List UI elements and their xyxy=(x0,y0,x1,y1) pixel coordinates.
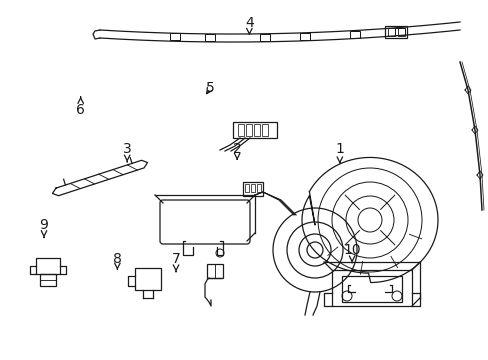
Text: 9: 9 xyxy=(40,218,48,238)
Bar xyxy=(204,34,215,41)
Bar xyxy=(206,264,223,278)
Text: 6: 6 xyxy=(76,97,85,117)
Bar xyxy=(250,184,254,192)
Text: 5: 5 xyxy=(205,81,214,95)
Bar xyxy=(262,124,267,136)
Bar xyxy=(244,184,248,192)
Bar xyxy=(397,28,404,36)
Bar xyxy=(257,184,261,192)
Text: 8: 8 xyxy=(113,252,122,269)
Text: 7: 7 xyxy=(171,252,180,272)
Bar xyxy=(260,34,269,41)
Bar xyxy=(40,274,56,286)
Text: 4: 4 xyxy=(244,17,253,34)
Bar xyxy=(394,27,404,35)
Bar xyxy=(349,31,359,37)
Text: 3: 3 xyxy=(122,143,131,162)
Bar xyxy=(243,182,263,196)
Bar xyxy=(341,276,401,302)
Bar xyxy=(387,28,394,36)
Bar xyxy=(36,258,60,274)
Text: 10: 10 xyxy=(343,243,360,263)
Bar xyxy=(170,33,180,40)
Bar xyxy=(135,268,161,290)
Bar xyxy=(331,270,411,306)
Text: 1: 1 xyxy=(335,143,344,163)
Bar xyxy=(238,124,244,136)
Bar xyxy=(232,122,276,138)
Bar xyxy=(245,124,251,136)
Bar xyxy=(384,26,406,38)
Bar xyxy=(253,124,260,136)
Bar xyxy=(299,33,309,40)
Text: 2: 2 xyxy=(232,143,241,159)
